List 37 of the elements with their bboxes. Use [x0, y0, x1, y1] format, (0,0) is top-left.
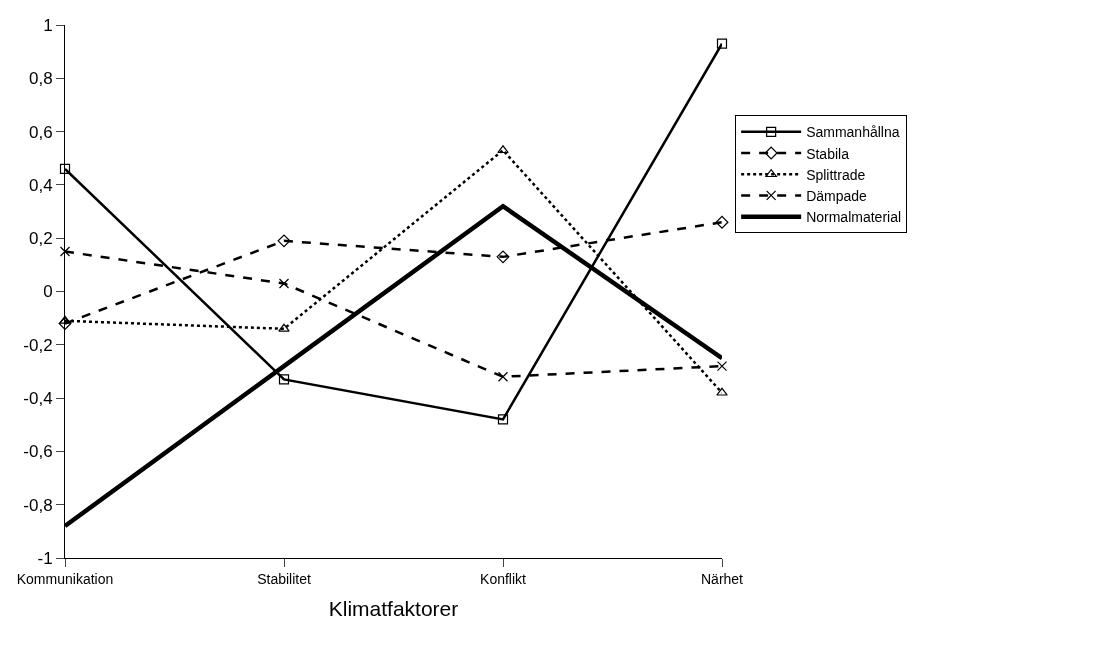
legend-label: Stabila	[806, 145, 850, 162]
point	[497, 371, 509, 382]
legend-label: Sammanhållna	[806, 124, 900, 141]
y-tick-label: 0	[43, 282, 53, 302]
x-tick-label: Kommunikation	[16, 570, 114, 587]
x-tick-label: Stabilitet	[257, 570, 311, 587]
legend-label: Normalmaterial	[806, 209, 902, 226]
point	[715, 215, 729, 229]
point	[716, 38, 728, 49]
y-tick-label: -1	[37, 548, 53, 568]
x-axis-title: Klimatfaktorer	[328, 597, 459, 620]
point	[58, 317, 72, 330]
y-tick-label: -0,2	[23, 335, 53, 355]
point	[59, 246, 71, 257]
y-tick-label: 0,4	[28, 175, 53, 195]
y-tick-label: -0,4	[23, 389, 53, 409]
point	[278, 374, 290, 385]
point	[497, 414, 509, 425]
x-tick-label: Närhet	[700, 570, 744, 587]
legend-label: Splittrade	[806, 166, 866, 183]
point	[497, 145, 509, 154]
point	[59, 163, 71, 175]
point	[59, 315, 71, 324]
x-tick-label: Konflikt	[480, 570, 527, 587]
legend-label: Dämpade	[806, 187, 868, 204]
y-tick-label: 0,6	[28, 122, 53, 142]
point	[278, 323, 290, 332]
y-tick-label: 0,2	[28, 229, 53, 249]
y-tick-label: -0,6	[23, 442, 53, 462]
y-tick-label: 1	[43, 15, 53, 35]
point	[496, 250, 510, 264]
point	[716, 361, 728, 372]
point	[277, 234, 291, 248]
point	[716, 387, 728, 396]
y-tick-label: -0,8	[23, 495, 53, 515]
y-tick-label: 0,8	[28, 69, 53, 89]
point	[278, 278, 290, 289]
